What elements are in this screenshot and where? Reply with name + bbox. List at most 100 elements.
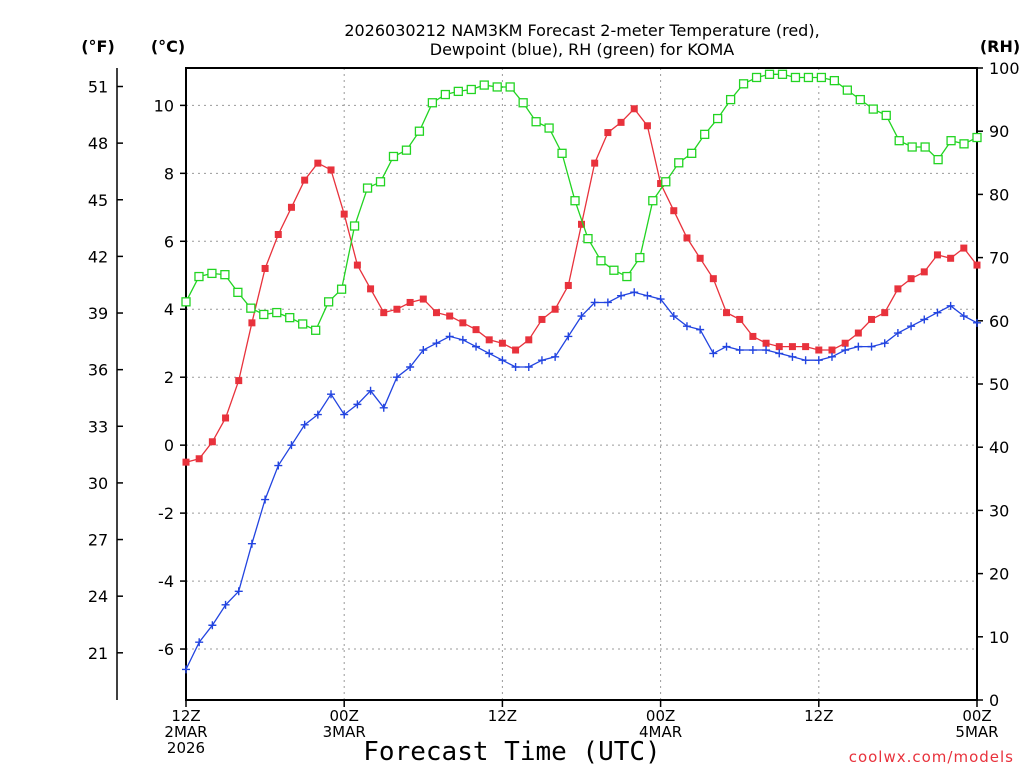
dewpoint-point <box>485 349 494 358</box>
2-meter-temperature-point <box>578 220 585 228</box>
dewpoint-point <box>551 352 560 361</box>
dewpoint-point <box>682 322 691 331</box>
2-meter-temperature-point <box>736 315 744 323</box>
2-meter-temperature-point <box>564 281 572 289</box>
dewpoint-point <box>893 329 902 338</box>
2-meter-temperature-point <box>393 305 401 313</box>
dewpoint-point <box>788 352 797 361</box>
rh-point <box>700 129 710 140</box>
dewpoint-point <box>564 332 573 341</box>
2-meter-temperature-point <box>907 275 915 283</box>
chart-title-line-2: Dewpoint (blue), RH (green) for KOMA <box>430 40 735 59</box>
celsius-tick-label: 6 <box>164 232 174 251</box>
rh-point <box>959 139 969 149</box>
x-tick-label: 00Z <box>646 707 675 725</box>
rh-point <box>751 72 762 83</box>
rh-point <box>687 148 697 158</box>
dewpoint-point <box>366 386 375 395</box>
grid-layer <box>185 68 978 700</box>
rh-point <box>349 221 360 231</box>
rh-tick-label: 70 <box>989 249 1009 268</box>
rh-point <box>570 196 580 206</box>
dewpoint-point <box>511 363 520 372</box>
rh-point <box>466 84 476 95</box>
2-meter-temperature-point <box>419 295 427 303</box>
fahrenheit-tick-label: 42 <box>88 247 108 266</box>
fahrenheit-tick-label: 27 <box>88 531 108 550</box>
rh-tick-label: 20 <box>989 565 1009 584</box>
rh-point <box>764 69 775 79</box>
x-tick-label: 12Z <box>804 707 833 725</box>
rh-point <box>946 136 956 146</box>
rh-point <box>323 297 334 307</box>
dewpoint-point <box>617 291 626 300</box>
dewpoint-point <box>300 420 309 429</box>
dewpoint-point <box>748 346 757 355</box>
2-meter-temperature-point <box>960 244 968 252</box>
rh-point <box>777 69 788 79</box>
x-axis-title: Forecast Time (UTC) <box>363 737 660 767</box>
2-meter-temperature-point <box>920 268 928 276</box>
2-meter-temperature-point <box>696 254 704 262</box>
2-meter-temperature-point <box>788 343 796 351</box>
fahrenheit-unit-label: (°F) <box>81 37 115 56</box>
2-meter-temperature-point <box>894 285 902 293</box>
2-meter-temperature-point <box>828 346 836 354</box>
dewpoint-point <box>458 335 467 344</box>
rh-point <box>868 104 878 114</box>
2-meter-temperature-point <box>314 159 322 167</box>
celsius-tick-label: 0 <box>164 436 174 455</box>
dewpoint-point <box>406 363 415 372</box>
2-meter-temperature-point <box>538 315 546 323</box>
fahrenheit-tick-label: 45 <box>88 191 108 210</box>
celsius-unit-label: (°C) <box>151 37 185 56</box>
dewpoint-point <box>722 342 731 351</box>
rh-point <box>220 270 230 280</box>
celsius-tick-label: -4 <box>158 572 174 591</box>
celsius-tick-label: 4 <box>164 300 174 319</box>
series-layer <box>181 69 982 674</box>
x-tick-label: 00Z <box>330 707 359 725</box>
dewpoint-point <box>973 318 981 327</box>
rh-point <box>233 287 243 298</box>
rh-point <box>207 268 217 279</box>
rh-tick-label: 90 <box>989 122 1009 141</box>
rh-point <box>661 177 671 187</box>
2-meter-temperature-point <box>525 336 533 344</box>
plot-frame <box>185 67 978 701</box>
2-meter-temperature-point <box>841 339 849 347</box>
celsius-tick-label: 8 <box>164 164 174 183</box>
2-meter-temperature-point <box>749 332 757 340</box>
rh-tick-label: 100 <box>989 59 1020 78</box>
2-meter-temperature-point <box>551 305 559 313</box>
dewpoint-point <box>208 621 217 630</box>
dewpoint-point <box>247 539 256 548</box>
2-meter-temperature-point <box>498 339 506 347</box>
rh-point <box>285 312 295 323</box>
dewpoint-point <box>643 291 652 300</box>
dewpoint-point <box>419 346 428 355</box>
2-meter-temperature-point <box>222 414 230 422</box>
dewpoint-point <box>933 308 942 317</box>
dewpoint-point <box>735 346 744 355</box>
celsius-tick-label: -6 <box>158 640 174 659</box>
dewpoint-point <box>287 441 296 450</box>
credit-text: coolwx.com/models <box>849 748 1014 766</box>
dewpoint-point <box>841 346 850 355</box>
dewpoint-point <box>880 339 889 348</box>
dewpoint-point <box>524 363 533 372</box>
x-tick-label: 5MAR <box>955 723 998 741</box>
rh-point <box>933 154 943 165</box>
dewpoint-point <box>432 339 441 348</box>
2-meter-temperature-point <box>670 207 678 215</box>
rh-point <box>479 80 489 90</box>
2-meter-temperature-point <box>367 285 375 293</box>
fahrenheit-tick-label: 36 <box>88 361 108 380</box>
dewpoint-point <box>392 373 401 382</box>
rh-point <box>609 265 619 275</box>
rh-point <box>920 142 930 152</box>
dewpoint-point <box>353 400 362 409</box>
dewpoint-point <box>327 390 336 399</box>
2-meter-temperature-point <box>485 336 493 344</box>
